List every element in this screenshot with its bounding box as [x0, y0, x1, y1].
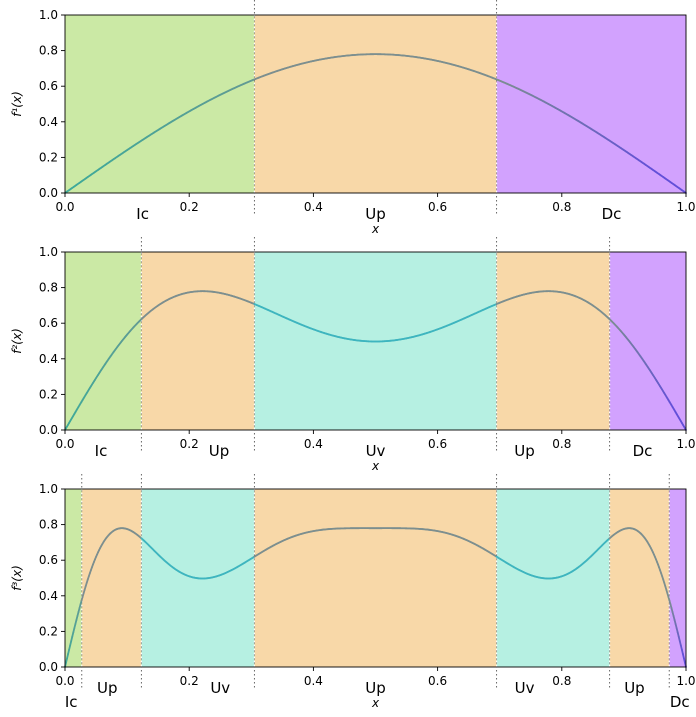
y-tick-label: 0.8	[39, 281, 58, 295]
region-ic-band	[65, 15, 255, 193]
y-axis-label: f¹(x)	[10, 91, 24, 117]
axes-frame	[64, 251, 687, 431]
region-label-up: Up	[624, 679, 645, 697]
region-label-ic: Ic	[65, 693, 78, 711]
region-label-up: Up	[365, 205, 386, 223]
y-tick-label: 0.0	[39, 423, 58, 437]
y-tick-label: 0.2	[39, 624, 58, 638]
y-tick-label: 0.2	[39, 150, 58, 164]
x-tick-label: 1.0	[676, 200, 695, 214]
x-tick-label: 1.0	[676, 674, 695, 688]
y-tick-label: 0.6	[39, 553, 58, 567]
y-tick-label: 0.4	[39, 115, 58, 129]
y-tick-label: 0.2	[39, 387, 58, 401]
x-tick-label: 0.8	[552, 674, 571, 688]
x-axis-label: x	[371, 222, 380, 236]
subplot-3: 0.0 0.2 0.4 0.6 0.8 1.0 0.0 0.2 0.4 0.6 0.8 1.0 x f³(…	[10, 474, 696, 711]
region-up-band	[609, 489, 670, 667]
axes-frame	[64, 488, 687, 668]
y-axis-label: f³(x)	[10, 565, 24, 591]
region-label-uv: Uv	[210, 679, 230, 697]
y-tick-label: 1.0	[39, 245, 58, 259]
y-tick-label: 0.0	[39, 660, 58, 674]
x-tick-label: 0.4	[304, 200, 323, 214]
region-label-up: Up	[97, 679, 118, 697]
region-ic-band	[65, 252, 142, 430]
subplot-2: 0.0 0.2 0.4 0.6 0.8 1.0 0.0 0.2 0.4 0.6 0.8 1.0 x f²(…	[10, 237, 696, 473]
y-tick-label: 1.0	[39, 482, 58, 496]
x-tick-label: 0.0	[55, 200, 74, 214]
y-tick-label: 0.4	[39, 352, 58, 366]
region-dc-band	[669, 489, 686, 667]
region-label-up: Up	[514, 442, 535, 460]
region-up-band	[141, 252, 255, 430]
x-axis-label: x	[371, 696, 380, 710]
x-tick-label: 1.0	[676, 437, 695, 451]
region-label-ic: Ic	[136, 205, 149, 223]
y-tick-label: 0.6	[39, 316, 58, 330]
region-label-up: Up	[209, 442, 230, 460]
region-label-dc: Dc	[670, 693, 690, 711]
region-dc-band	[496, 15, 686, 193]
subplot-1: 0.0 0.2 0.4 0.6 0.8 1.0 0.0 0.2 0.4 0.6 0.8 1.0 x f¹(…	[10, 0, 696, 236]
region-up-band	[496, 252, 610, 430]
region-ic-band	[65, 489, 82, 667]
x-axis-label: x	[371, 459, 380, 473]
region-up-band	[254, 15, 497, 193]
region-label-ic: Ic	[95, 442, 108, 460]
x-tick-label: 0.2	[180, 437, 199, 451]
y-tick-label: 0.0	[39, 186, 58, 200]
x-tick-label: 0.6	[428, 200, 447, 214]
region-label-up: Up	[365, 679, 386, 697]
y-axis-label: f²(x)	[10, 328, 24, 354]
region-dc-band	[609, 252, 686, 430]
y-tick-label: 0.8	[39, 518, 58, 532]
y-tick-label: 0.8	[39, 44, 58, 58]
region-up-band	[81, 489, 142, 667]
y-tick-label: 0.4	[39, 589, 58, 603]
x-tick-label: 0.6	[428, 674, 447, 688]
x-tick-label: 0.0	[55, 674, 74, 688]
x-tick-label: 0.8	[552, 437, 571, 451]
x-tick-label: 0.2	[180, 200, 199, 214]
y-tick-label: 1.0	[39, 8, 58, 22]
x-tick-label: 0.2	[180, 674, 199, 688]
y-tick-label: 0.6	[39, 79, 58, 93]
region-label-dc: Dc	[633, 442, 653, 460]
x-tick-label: 0.6	[428, 437, 447, 451]
x-tick-label: 0.0	[55, 437, 74, 451]
region-up-band	[254, 489, 497, 667]
x-tick-label: 0.4	[304, 674, 323, 688]
region-label-uv: Uv	[515, 679, 535, 697]
axes-frame	[64, 14, 687, 194]
region-label-dc: Dc	[602, 205, 622, 223]
region-label-uv: Uv	[366, 442, 386, 460]
x-tick-label: 0.8	[552, 200, 571, 214]
x-tick-label: 0.4	[304, 437, 323, 451]
